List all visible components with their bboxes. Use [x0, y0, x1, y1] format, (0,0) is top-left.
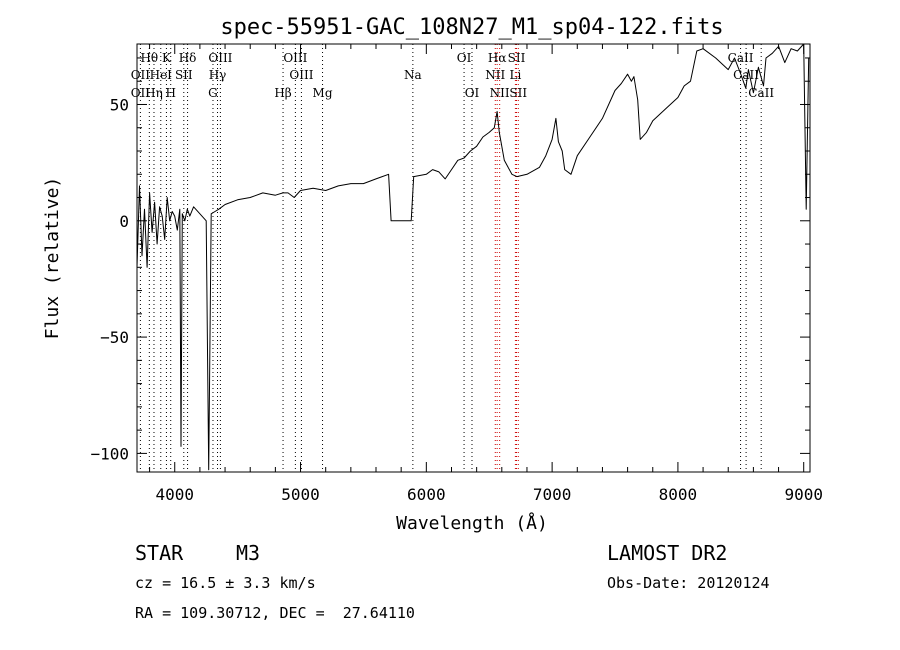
- observation-date: Obs-Date: 20120124: [607, 574, 770, 592]
- line-label: OIII: [289, 68, 313, 82]
- line-label: Hδ: [179, 51, 197, 65]
- line-label: OIII: [283, 51, 307, 65]
- line-label: G: [208, 86, 218, 100]
- chart-title: spec-55951-GAC_108N27_M1_sp04-122.fits: [220, 15, 723, 40]
- line-label: Hη: [145, 86, 163, 100]
- survey-name: LAMOST DR2: [607, 541, 728, 565]
- axis-ticks: [137, 44, 810, 472]
- line-label: OI: [465, 86, 480, 100]
- line-label: K: [162, 51, 172, 65]
- x-tick-labels: 4000 5000 6000 7000 8000 9000: [155, 485, 823, 504]
- line-label: NII: [490, 86, 510, 100]
- line-label: OI: [457, 51, 472, 65]
- x-tick-label: 7000: [533, 485, 572, 504]
- object-class: STAR: [135, 541, 184, 565]
- line-label: Hγ: [209, 68, 227, 82]
- x-tick-label: 8000: [659, 485, 698, 504]
- y-tick-labels: −100 −50 0 50: [90, 95, 129, 463]
- y-tick-label: 0: [119, 212, 129, 231]
- x-tick-label: 5000: [281, 485, 320, 504]
- plot-frame: [136, 43, 811, 473]
- y-tick-label: 50: [110, 95, 129, 114]
- line-label: Na: [404, 68, 422, 82]
- line-label: OII: [131, 86, 151, 100]
- line-label: CaII: [728, 51, 754, 65]
- y-tick-label: −100: [90, 444, 129, 463]
- line-label: CaII: [748, 86, 774, 100]
- x-axis-label: Wavelength (Å): [396, 512, 548, 534]
- x-tick-label: 6000: [407, 485, 446, 504]
- y-tick-label: −50: [100, 328, 129, 347]
- redshift-velocity: cz = 16.5 ± 3.3 km/s: [135, 574, 316, 592]
- emission-line-markers: [139, 44, 762, 472]
- line-label: H: [165, 86, 175, 100]
- spectrum-line: [136, 43, 810, 471]
- x-tick-label: 9000: [784, 485, 823, 504]
- line-label: SII: [175, 68, 193, 82]
- line-label: CaII: [733, 68, 759, 82]
- line-label: Hα: [488, 51, 507, 65]
- line-label: OIII: [208, 51, 232, 65]
- line-label: Hβ: [274, 86, 291, 100]
- line-label: SII: [508, 51, 526, 65]
- line-label: Mg: [313, 86, 333, 100]
- line-label: HeI: [150, 68, 173, 82]
- line-label: Li: [509, 68, 521, 82]
- x-tick-label: 4000: [155, 485, 194, 504]
- line-label: Hθ: [140, 51, 158, 65]
- line-label: NII: [485, 68, 505, 82]
- line-label: OII: [131, 68, 151, 82]
- y-axis-label: Flux (relative): [42, 177, 63, 340]
- coordinates: RA = 109.30712, DEC = 27.64110: [135, 604, 415, 622]
- object-subclass: M3: [236, 541, 261, 565]
- line-label: SII: [509, 86, 527, 100]
